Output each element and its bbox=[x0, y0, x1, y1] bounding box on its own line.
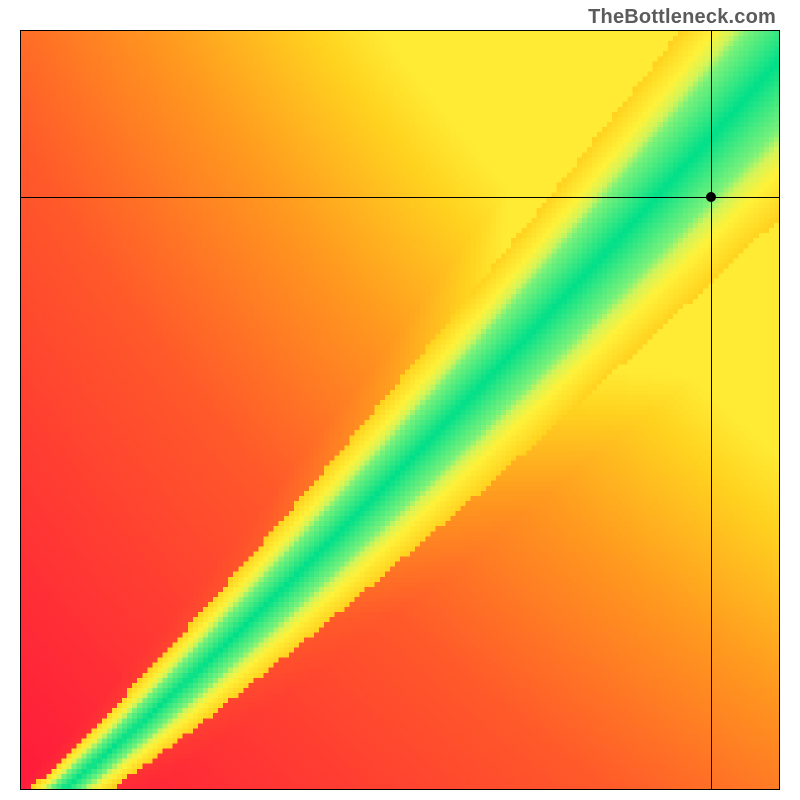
heatmap-canvas bbox=[21, 31, 779, 789]
crosshair-vertical bbox=[711, 31, 712, 789]
plot-frame bbox=[20, 30, 780, 790]
crosshair-marker bbox=[706, 192, 716, 202]
watermark: TheBottleneck.com bbox=[588, 6, 776, 29]
crosshair-horizontal bbox=[21, 197, 779, 198]
